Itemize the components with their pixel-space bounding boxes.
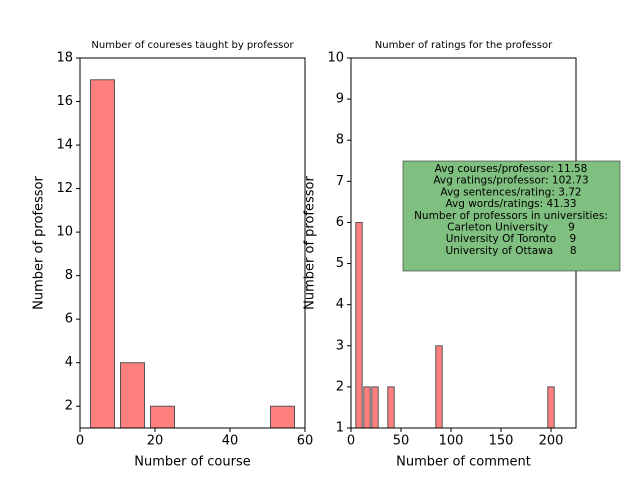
bar (150, 405, 175, 428)
bar (355, 221, 363, 428)
x-tick-label: 100 (439, 434, 464, 449)
annotation-line: Avg sentences/rating: 3.72 (440, 186, 581, 198)
annotation-background (402, 160, 621, 272)
y-tick-label: 3 (336, 338, 344, 353)
annotation-line: University of Ottawa 8 (445, 245, 576, 257)
y-axis-label: Number of professor (303, 175, 318, 309)
x-tick-label: 0 (76, 434, 84, 449)
annotation-line: Carleton University 9 (447, 222, 575, 234)
bar (531, 427, 539, 428)
bar (120, 362, 145, 428)
x-tick-label: 200 (539, 434, 564, 449)
y-tick-label: 12 (56, 181, 73, 196)
x-tick-label: 50 (393, 434, 410, 449)
y-tick-label: 6 (336, 215, 344, 230)
axes-frame (79, 57, 306, 429)
y-tick-label: 10 (327, 51, 344, 66)
y-tick-label: 8 (336, 133, 344, 148)
y-tick-label: 16 (56, 94, 73, 109)
y-tick-label: 6 (65, 312, 73, 327)
x-tick-label: 150 (489, 434, 514, 449)
bar (371, 386, 379, 428)
x-axis-label: Number of comment (396, 455, 531, 470)
bars (90, 79, 295, 428)
y-tick-label: 7 (336, 174, 344, 189)
y-tick-label: 8 (65, 268, 73, 283)
bar (435, 345, 443, 428)
annotation-line: Number of professors in universities: (414, 210, 608, 222)
y-tick-label: 18 (56, 51, 73, 66)
bar (547, 386, 555, 428)
x-tick-label: 0 (347, 434, 355, 449)
x-axis-label: Number of course (134, 455, 250, 470)
annotation-line: Avg words/ratings: 41.33 (445, 198, 576, 210)
y-tick-label: 2 (65, 399, 73, 414)
y-tick-label: 5 (336, 256, 344, 271)
chart-title: Number of coureses taught by professor (91, 40, 294, 51)
y-tick-label: 4 (336, 297, 344, 312)
x-tick-label: 20 (147, 434, 164, 449)
y-tick-label: 2 (336, 379, 344, 394)
chart-title: Number of ratings for the professor (375, 40, 553, 51)
annotation-line: University Of Toronto 9 (446, 233, 576, 245)
bar (387, 386, 395, 428)
bar (240, 427, 265, 428)
subplot: 0 20 40 60 2 4 6 8 10 12 14 16 18 Number of coureses … (32, 40, 314, 470)
annotation-line: Avg courses/professor: 11.58 (435, 163, 588, 175)
bars (355, 221, 555, 428)
y-tick-label: 4 (65, 355, 73, 370)
y-tick-label: 1 (336, 421, 344, 436)
bar (379, 427, 387, 428)
y-tick-label: 10 (56, 225, 73, 240)
annotation-line: Avg ratings/professor: 102.73 (433, 175, 588, 187)
y-tick-label: 9 (336, 92, 344, 107)
x-tick-label: 60 (297, 434, 314, 449)
bar (90, 79, 115, 428)
x-tick-label: 40 (222, 434, 239, 449)
y-axis-label: Number of professor (32, 175, 47, 309)
bar (363, 386, 371, 428)
y-tick-label: 14 (56, 138, 73, 153)
bar (270, 405, 295, 428)
